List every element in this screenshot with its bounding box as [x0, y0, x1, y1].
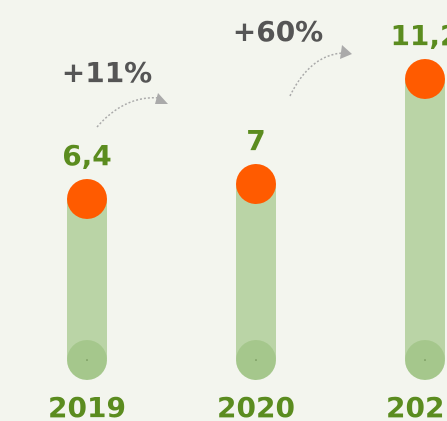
arrowhead	[340, 45, 352, 59]
value-label: 11,2	[390, 19, 447, 52]
bar	[67, 199, 107, 359]
annotation: +11%	[62, 56, 152, 89]
value-label: 6,4	[62, 139, 112, 172]
marker	[405, 59, 445, 99]
marker	[236, 164, 276, 204]
dot	[255, 359, 257, 361]
bar	[236, 184, 276, 359]
bar	[405, 79, 445, 359]
dot	[86, 359, 88, 361]
x-tick-label: 2021	[386, 391, 447, 421]
arrowhead	[155, 93, 168, 104]
marker	[67, 179, 107, 219]
x-tick-label: 2020	[217, 391, 295, 421]
annotation: +60%	[233, 15, 323, 48]
arrow	[289, 52, 344, 97]
value-label: 7	[246, 124, 265, 157]
dot	[424, 359, 426, 361]
x-tick-label: 2019	[48, 391, 126, 421]
arrow	[96, 97, 161, 128]
